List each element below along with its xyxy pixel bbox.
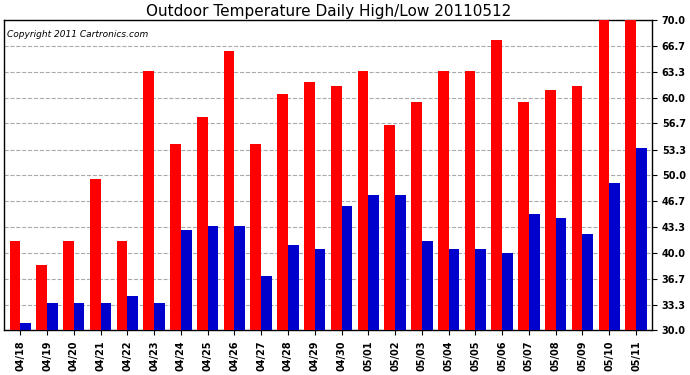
Text: Copyright 2011 Cartronics.com: Copyright 2011 Cartronics.com bbox=[8, 30, 148, 39]
Bar bbox=[438, 71, 449, 330]
Bar bbox=[572, 86, 582, 330]
Bar bbox=[90, 179, 101, 330]
Bar bbox=[598, 20, 609, 330]
Bar bbox=[342, 206, 352, 330]
Bar bbox=[197, 117, 208, 330]
Bar bbox=[545, 90, 555, 330]
Bar bbox=[368, 195, 379, 330]
Bar bbox=[235, 226, 245, 330]
Bar bbox=[529, 214, 540, 330]
Bar bbox=[10, 242, 20, 330]
Bar bbox=[224, 51, 235, 330]
Bar bbox=[101, 303, 111, 330]
Bar bbox=[491, 40, 502, 330]
Bar bbox=[555, 218, 566, 330]
Bar bbox=[128, 296, 138, 330]
Bar bbox=[144, 71, 154, 330]
Bar bbox=[288, 245, 299, 330]
Bar bbox=[20, 323, 31, 330]
Bar bbox=[464, 71, 475, 330]
Bar bbox=[384, 125, 395, 330]
Bar bbox=[357, 71, 368, 330]
Bar bbox=[636, 148, 647, 330]
Bar bbox=[475, 249, 486, 330]
Bar bbox=[37, 265, 47, 330]
Bar bbox=[117, 242, 128, 330]
Bar bbox=[74, 303, 84, 330]
Bar bbox=[625, 20, 636, 330]
Bar bbox=[47, 303, 58, 330]
Bar bbox=[154, 303, 165, 330]
Bar bbox=[250, 144, 262, 330]
Bar bbox=[395, 195, 406, 330]
Bar bbox=[170, 144, 181, 330]
Bar bbox=[422, 242, 433, 330]
Bar bbox=[277, 94, 288, 330]
Bar bbox=[208, 226, 218, 330]
Bar bbox=[315, 249, 326, 330]
Bar bbox=[181, 230, 192, 330]
Bar bbox=[609, 183, 620, 330]
Bar bbox=[518, 102, 529, 330]
Bar bbox=[582, 234, 593, 330]
Bar bbox=[331, 86, 342, 330]
Title: Outdoor Temperature Daily High/Low 20110512: Outdoor Temperature Daily High/Low 20110… bbox=[146, 4, 511, 19]
Bar bbox=[411, 102, 422, 330]
Bar bbox=[502, 253, 513, 330]
Bar bbox=[448, 249, 460, 330]
Bar bbox=[304, 82, 315, 330]
Bar bbox=[63, 242, 74, 330]
Bar bbox=[262, 276, 272, 330]
